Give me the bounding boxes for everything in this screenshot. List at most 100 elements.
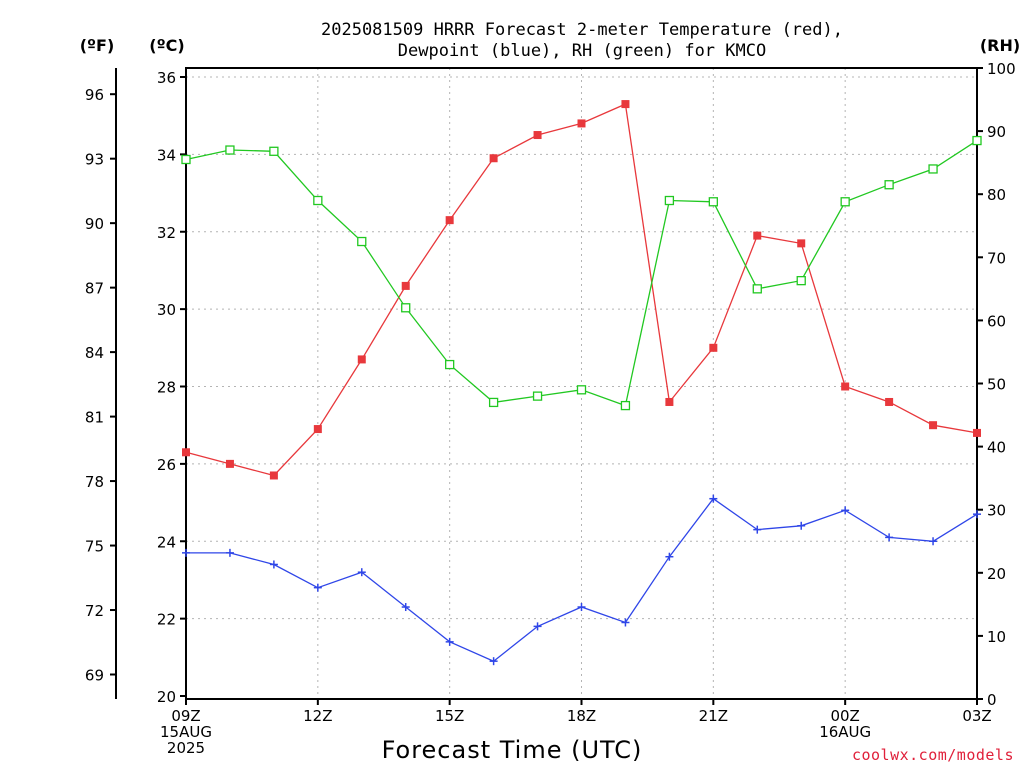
temperature-point (445, 216, 454, 225)
dewpoint-point (621, 618, 630, 627)
x-tick-label: 09Z (171, 707, 200, 725)
rh-point (181, 154, 191, 165)
rh-tick-label: 20 (987, 565, 1006, 583)
x-tick-label: 21Z (699, 707, 728, 725)
dewpoint-point (753, 525, 762, 534)
temperature-point (489, 154, 498, 163)
temperature-point (533, 131, 542, 140)
rh-point (752, 284, 762, 294)
rh-tick-label: 0 (987, 691, 997, 709)
celsius-axis-unit: (ºC) (149, 36, 184, 55)
rh-tick-label: 60 (987, 312, 1006, 330)
fahrenheit-tick-label: 72 (85, 602, 104, 620)
rh-point (488, 397, 499, 408)
dewpoint-point (709, 494, 718, 503)
rh-point (532, 391, 543, 401)
rh-point (269, 146, 279, 156)
dewpoint-point (885, 533, 894, 542)
chart-title-line-2: Dewpoint (blue), RH (green) for KMCO (398, 41, 766, 61)
x-tick-label: 12Z (303, 707, 332, 725)
fahrenheit-tick-label: 84 (85, 344, 104, 362)
temperature-point (929, 421, 938, 430)
x-tick-label: 00Z (830, 707, 859, 725)
temperature-point (357, 355, 366, 364)
fahrenheit-tick-label: 81 (85, 409, 104, 427)
rh-point (357, 236, 367, 247)
celsius-tick-label: 32 (157, 224, 176, 242)
rh-tick-label: 80 (987, 186, 1006, 204)
tick-labels: 20 22 24 26 28 30 32 34 36 69 72 75 78 81 84 87 90 93 96 0 1… (85, 60, 1016, 757)
celsius-tick-label: 26 (157, 456, 176, 474)
temperature-point (841, 382, 850, 391)
temperature-point (182, 448, 190, 457)
dewpoint-point (577, 603, 586, 612)
dewpoint-point (225, 548, 234, 557)
celsius-tick-label: 30 (157, 301, 176, 319)
data-series (181, 100, 982, 666)
celsius-tick-label: 20 (157, 688, 176, 706)
temperature-point (885, 397, 894, 406)
dewpoint-point (929, 537, 938, 546)
dewpoint-point (489, 657, 498, 666)
dewpoint-point (665, 552, 674, 561)
temperature-series (182, 100, 981, 480)
rh-point (928, 164, 938, 174)
dewpoint-point (841, 506, 850, 515)
celsius-tick-label: 24 (157, 533, 176, 551)
temperature-point (577, 119, 586, 128)
temperature-point (709, 343, 718, 352)
fahrenheit-tick-label: 96 (85, 86, 104, 104)
fahrenheit-axis-unit: (ºF) (80, 36, 115, 55)
axes (110, 67, 983, 705)
rh-point (445, 359, 455, 370)
fahrenheit-tick-label: 87 (85, 280, 104, 298)
dewpoint-series (182, 494, 981, 666)
rh-tick-label: 40 (987, 439, 1006, 457)
rh-point (620, 400, 631, 411)
dewpoint-point (445, 637, 454, 646)
dewpoint-point (182, 548, 190, 557)
rh-point (664, 195, 675, 206)
x-tick-label: 18Z (567, 707, 596, 725)
dewpoint-point (313, 583, 322, 592)
rh-tick-label: 50 (987, 376, 1006, 394)
temperature-point (665, 397, 674, 406)
temperature-point (621, 100, 630, 109)
celsius-tick-label: 22 (157, 611, 176, 629)
rh-tick-label: 30 (987, 502, 1006, 520)
rh-tick-label: 70 (987, 249, 1006, 267)
dewpoint-point (797, 521, 806, 530)
x-tick-label: 2025 (167, 739, 205, 757)
dewpoint-point (401, 603, 410, 612)
rh-series (181, 135, 982, 411)
credit-text: coolwx.com/models (852, 746, 1014, 764)
rh-tick-label: 90 (987, 123, 1006, 141)
celsius-tick-label: 28 (157, 379, 176, 397)
rh-point (313, 195, 323, 206)
x-tick-label: 03Z (962, 707, 991, 725)
rh-point (796, 275, 806, 286)
temperature-point (313, 425, 322, 434)
fahrenheit-tick-label: 78 (85, 473, 104, 491)
dewpoint-point (533, 622, 542, 631)
fahrenheit-tick-label: 93 (85, 151, 104, 169)
chart-title-line-1: 2025081509 HRRR Forecast 2-meter Tempera… (321, 20, 843, 40)
x-tick-label: 15AUG (160, 723, 212, 741)
temperature-point (973, 428, 981, 437)
temperature-point (753, 231, 762, 240)
temperature-point (797, 239, 806, 248)
x-tick-label: 15Z (435, 707, 464, 725)
x-tick-label: 16AUG (819, 723, 871, 741)
rh-tick-label: 100 (987, 60, 1016, 78)
dewpoint-point (973, 510, 981, 519)
rh-point (972, 135, 982, 146)
temperature-point (401, 281, 410, 290)
rh-axis-unit: (RH) (980, 36, 1020, 55)
rh-point (708, 197, 718, 207)
rh-point (576, 385, 587, 395)
rh-point (840, 197, 850, 207)
rh-point (225, 145, 235, 155)
x-axis-label: Forecast Time (UTC) (382, 736, 643, 764)
